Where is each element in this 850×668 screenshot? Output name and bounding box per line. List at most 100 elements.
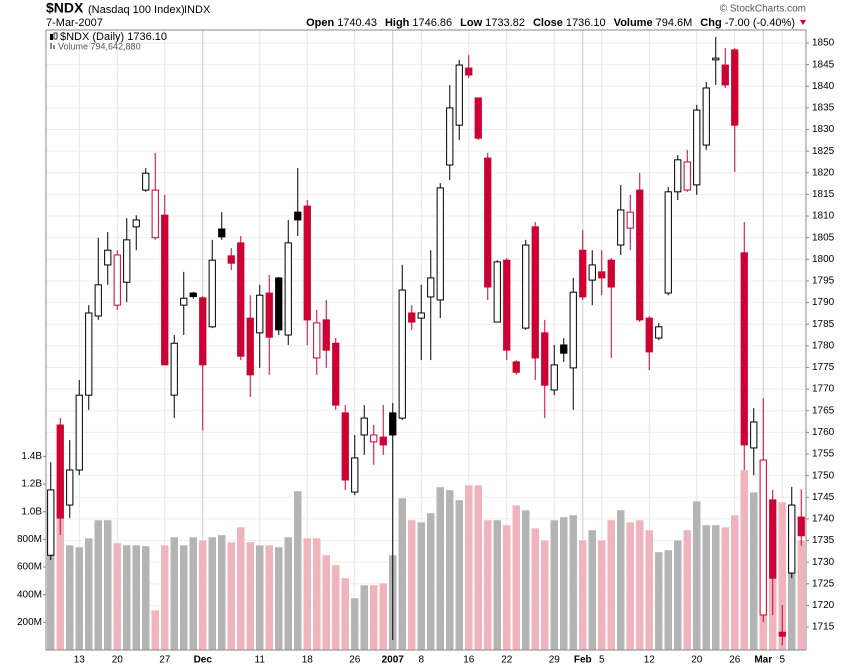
candle-body	[142, 172, 150, 191]
y-tick-label: 1770	[812, 384, 835, 395]
candle-body	[702, 87, 710, 146]
candle-body	[493, 261, 501, 323]
volume-bar	[531, 527, 540, 651]
legend-icon	[50, 43, 52, 49]
candle-body	[104, 249, 112, 266]
plot-background	[46, 30, 806, 650]
candle-body	[218, 228, 226, 238]
candle-body	[427, 277, 435, 298]
y-tick-label: 1775	[812, 362, 835, 373]
volume-bar	[540, 539, 549, 651]
volume-bar	[255, 544, 264, 651]
candle-body	[341, 412, 349, 481]
volume-bar	[208, 536, 217, 651]
volume-bar	[417, 521, 426, 651]
legend-entry: Volume 794,642,880	[58, 41, 141, 51]
candle-body	[370, 434, 378, 443]
x-tick-label: 16	[463, 655, 475, 666]
x-tick-label: 26	[729, 655, 741, 666]
candle-body	[569, 291, 577, 369]
stat-label: Low	[460, 17, 482, 29]
y-tick-label: 1820	[812, 167, 835, 178]
candle-body	[360, 417, 368, 436]
x-tick-label: 29	[549, 655, 561, 666]
candle-body	[588, 264, 596, 281]
candle-body	[797, 516, 805, 537]
volume-bar	[103, 519, 112, 651]
x-tick-label: 2007	[382, 655, 405, 666]
volume-bar	[132, 544, 141, 651]
volume-bar	[512, 504, 521, 651]
candle-body	[693, 109, 701, 186]
volume-bar	[217, 534, 226, 651]
y-tick-label: 1730	[812, 557, 835, 568]
volume-bar	[312, 537, 321, 651]
candle-body	[408, 312, 416, 323]
candle-body	[750, 421, 758, 449]
candle-body	[617, 209, 625, 246]
y-tick-label: 1735	[812, 535, 835, 546]
candle-body	[265, 292, 273, 338]
legend-icon	[53, 32, 58, 40]
stat-label: High	[385, 17, 410, 29]
x-tick-label: 11	[255, 655, 266, 666]
volume-bar	[170, 536, 179, 651]
stat-label: Open	[306, 17, 334, 29]
candle-body	[455, 64, 463, 126]
volume-bar	[189, 536, 198, 651]
candle-body	[598, 271, 606, 279]
y-tick-label: 1725	[812, 578, 835, 589]
candle-body	[446, 107, 454, 166]
candle-body	[436, 187, 444, 301]
volume-bar	[550, 519, 559, 651]
stat-value: -7.00 (-0.40%)	[725, 17, 795, 29]
candle-body	[313, 322, 321, 359]
legend-icon	[53, 45, 55, 49]
y-tick-label: 1800	[812, 254, 835, 265]
candle-body	[778, 631, 786, 637]
volume-bar	[616, 509, 625, 651]
y-tick-label: 1795	[812, 276, 835, 287]
candle-body	[94, 284, 102, 317]
y-tick-label: 1745	[812, 492, 835, 503]
y-tick-label: 1830	[812, 124, 835, 135]
volume-bar	[160, 544, 169, 651]
candle-body	[664, 191, 672, 294]
volume-bar	[797, 539, 806, 651]
candle-body	[132, 219, 140, 228]
volume-bar	[597, 539, 606, 651]
volume-bar	[635, 519, 644, 651]
volume-bar	[113, 542, 122, 651]
candle-body	[474, 97, 482, 139]
volume-bar	[578, 539, 587, 651]
candle-body	[208, 259, 216, 328]
x-tick-label: 18	[302, 655, 314, 666]
candle-body	[759, 459, 767, 616]
candle-body	[417, 312, 425, 319]
symbol: $NDX	[46, 0, 84, 16]
candle-body	[246, 317, 254, 376]
exchange: INDX	[184, 4, 211, 16]
volume-bar	[322, 554, 331, 651]
candle-body	[47, 489, 55, 556]
candle-body	[189, 292, 197, 298]
volume-bar	[341, 577, 350, 651]
volume-bar	[179, 544, 188, 651]
y-tick-label: 1715	[812, 622, 835, 633]
y2-tick-label: 1.2B	[21, 479, 42, 490]
y-tick-label: 1785	[812, 319, 835, 330]
stat-value: 1736.10	[566, 17, 606, 29]
y-tick-label: 1850	[812, 38, 835, 49]
stat-value: 1740.43	[337, 17, 377, 29]
stat-label: Close	[533, 17, 563, 29]
candle-body	[322, 319, 330, 351]
y2-tick-label: 1.4B	[21, 451, 42, 462]
volume-bar	[151, 609, 160, 651]
stats: Open 1740.43 High 1746.86 Low 1733.82 Close 173…	[306, 17, 795, 29]
candle-body	[655, 326, 663, 339]
plot-border	[45, 29, 807, 651]
date: 7-Mar-2007	[46, 17, 103, 29]
x-tick-label: 22	[501, 655, 513, 666]
candle-body	[284, 242, 292, 336]
